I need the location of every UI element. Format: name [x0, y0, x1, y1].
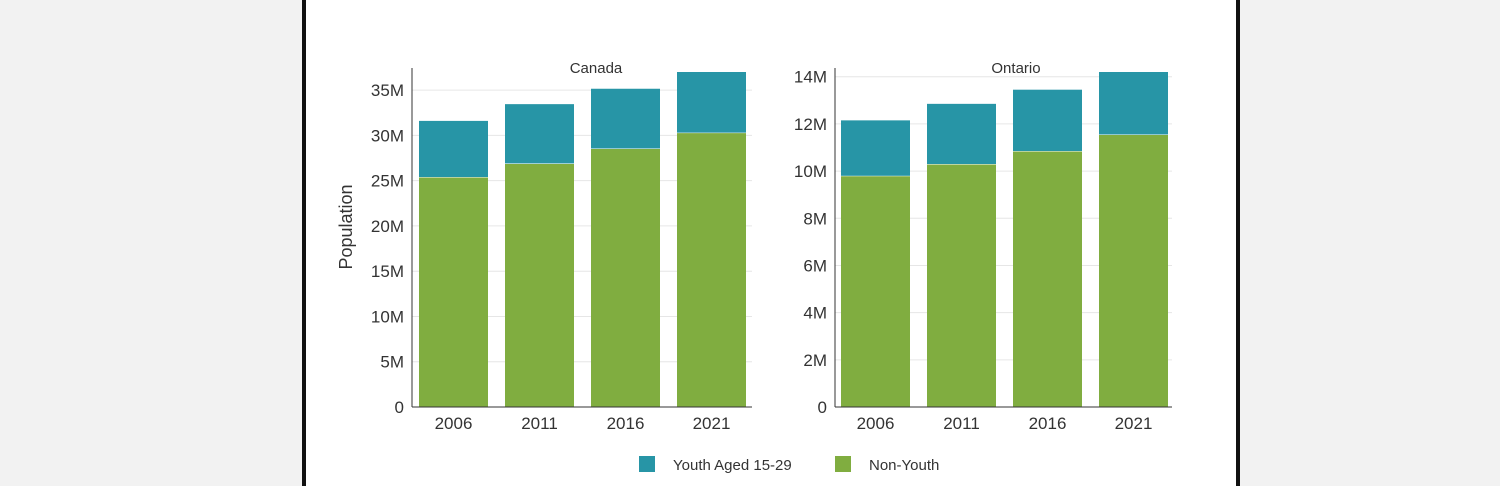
legend-swatch-non-youth: [835, 456, 851, 472]
y-tick-label: 35M: [371, 81, 404, 100]
chart-frame: 0 5M 10M 15M 20M 25M 30M 35M 2006 2011 2016 2021 Can…: [302, 0, 1240, 486]
x-tick-label: 2011: [521, 414, 558, 433]
bar-non-youth-2016: [1013, 151, 1082, 407]
y-tick-label: 2M: [803, 351, 827, 370]
chart-canvas: 0 5M 10M 15M 20M 25M 30M 35M 2006 2011 2016 2021 Can…: [336, 60, 1172, 474]
legend-label-non-youth: Non-Youth: [869, 457, 939, 474]
y-tick-label: 15M: [371, 262, 404, 281]
bar-youth-2021: [1099, 72, 1168, 135]
y-tick-label: 20M: [371, 217, 404, 236]
y-tick-label: 30M: [371, 126, 404, 145]
panel-canada: 0 5M 10M 15M 20M 25M 30M 35M 2006 2011 2016 2021 Can…: [371, 60, 752, 433]
bar-non-youth-2006: [419, 177, 488, 407]
y-tick-label: 8M: [803, 209, 827, 228]
y-tick-label: 0: [395, 398, 404, 417]
legend-label-youth: Youth Aged 15-29: [673, 457, 792, 474]
bar-youth-2016: [591, 88, 660, 149]
bar-non-youth-2021: [677, 132, 746, 407]
x-tick-label: 2021: [1115, 414, 1153, 433]
y-tick-label: 14M: [794, 68, 827, 87]
y-tick-label: 10M: [371, 307, 404, 326]
chart-panels: 0 5M 10M 15M 20M 25M 30M 35M 2006 2011 2016 2021 Can…: [371, 60, 1172, 433]
bar-non-youth-2011: [505, 163, 574, 407]
legend-swatch-youth: [639, 456, 655, 472]
panel-title: Canada: [570, 60, 623, 77]
bar-non-youth-2011: [927, 164, 996, 407]
x-tick-label: 2016: [1029, 414, 1067, 433]
chart-legend: Youth Aged 15-29 Non-Youth: [639, 456, 939, 474]
bar-non-youth-2006: [841, 175, 910, 407]
bar-non-youth-2016: [591, 148, 660, 407]
bar-youth-2006: [841, 120, 910, 176]
bar-youth-2011: [927, 103, 996, 165]
y-tick-label: 6M: [803, 256, 827, 275]
y-tick-label: 12M: [794, 115, 827, 134]
panel-title: Ontario: [991, 60, 1040, 77]
x-tick-label: 2006: [435, 414, 473, 433]
bar-youth-2011: [505, 104, 574, 164]
x-tick-label: 2021: [693, 414, 731, 433]
panel-ontario: 0 2M 4M 6M 8M 10M 12M 14M 2006 2011 2016 2021 Ontari…: [794, 60, 1172, 433]
bar-non-youth-2021: [1099, 134, 1168, 407]
y-tick-label: 4M: [803, 304, 827, 323]
x-tick-label: 2016: [607, 414, 645, 433]
y-tick-label: 10M: [794, 162, 827, 181]
y-tick-label: 25M: [371, 172, 404, 191]
y-tick-label: 5M: [380, 353, 404, 372]
bar-youth-2006: [419, 120, 488, 178]
bar-youth-2016: [1013, 89, 1082, 152]
bar-youth-2021: [677, 72, 746, 133]
x-tick-label: 2006: [857, 414, 895, 433]
y-axis-label: Population: [336, 184, 356, 269]
x-tick-label: 2011: [943, 414, 980, 433]
y-tick-label: 0: [818, 398, 827, 417]
